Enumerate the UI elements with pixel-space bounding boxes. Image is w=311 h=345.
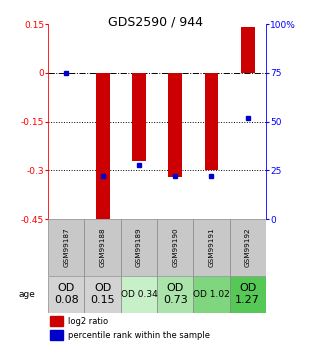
Bar — [241, 27, 255, 73]
Text: GSM99192: GSM99192 — [245, 228, 251, 267]
Bar — [157, 276, 193, 313]
Text: GSM99188: GSM99188 — [100, 228, 106, 267]
Bar — [50, 330, 63, 340]
Text: log2 ratio: log2 ratio — [68, 316, 108, 326]
Bar — [121, 276, 157, 313]
Bar — [85, 219, 121, 276]
Bar — [132, 73, 146, 161]
Bar — [85, 276, 121, 313]
Bar — [48, 276, 85, 313]
Bar — [205, 73, 218, 170]
Bar — [230, 219, 266, 276]
Text: GDS2590 / 944: GDS2590 / 944 — [108, 16, 203, 29]
Text: OD
0.08: OD 0.08 — [54, 284, 79, 305]
Text: GSM99189: GSM99189 — [136, 228, 142, 267]
Text: GSM99190: GSM99190 — [172, 228, 178, 267]
Text: percentile rank within the sample: percentile rank within the sample — [68, 331, 210, 340]
Bar — [193, 276, 230, 313]
Bar — [121, 219, 157, 276]
Text: OD
0.15: OD 0.15 — [90, 284, 115, 305]
Text: GSM99191: GSM99191 — [208, 228, 215, 267]
Bar — [168, 73, 182, 177]
Text: GSM99187: GSM99187 — [63, 228, 69, 267]
Bar — [96, 73, 109, 226]
Bar — [193, 219, 230, 276]
Bar — [48, 219, 85, 276]
Text: OD
0.73: OD 0.73 — [163, 284, 188, 305]
Text: OD 1.02: OD 1.02 — [193, 290, 230, 299]
Text: OD
1.27: OD 1.27 — [235, 284, 260, 305]
Bar — [230, 276, 266, 313]
Bar — [157, 219, 193, 276]
Text: OD 0.34: OD 0.34 — [121, 290, 157, 299]
Bar — [50, 316, 63, 326]
Text: age: age — [19, 290, 35, 299]
